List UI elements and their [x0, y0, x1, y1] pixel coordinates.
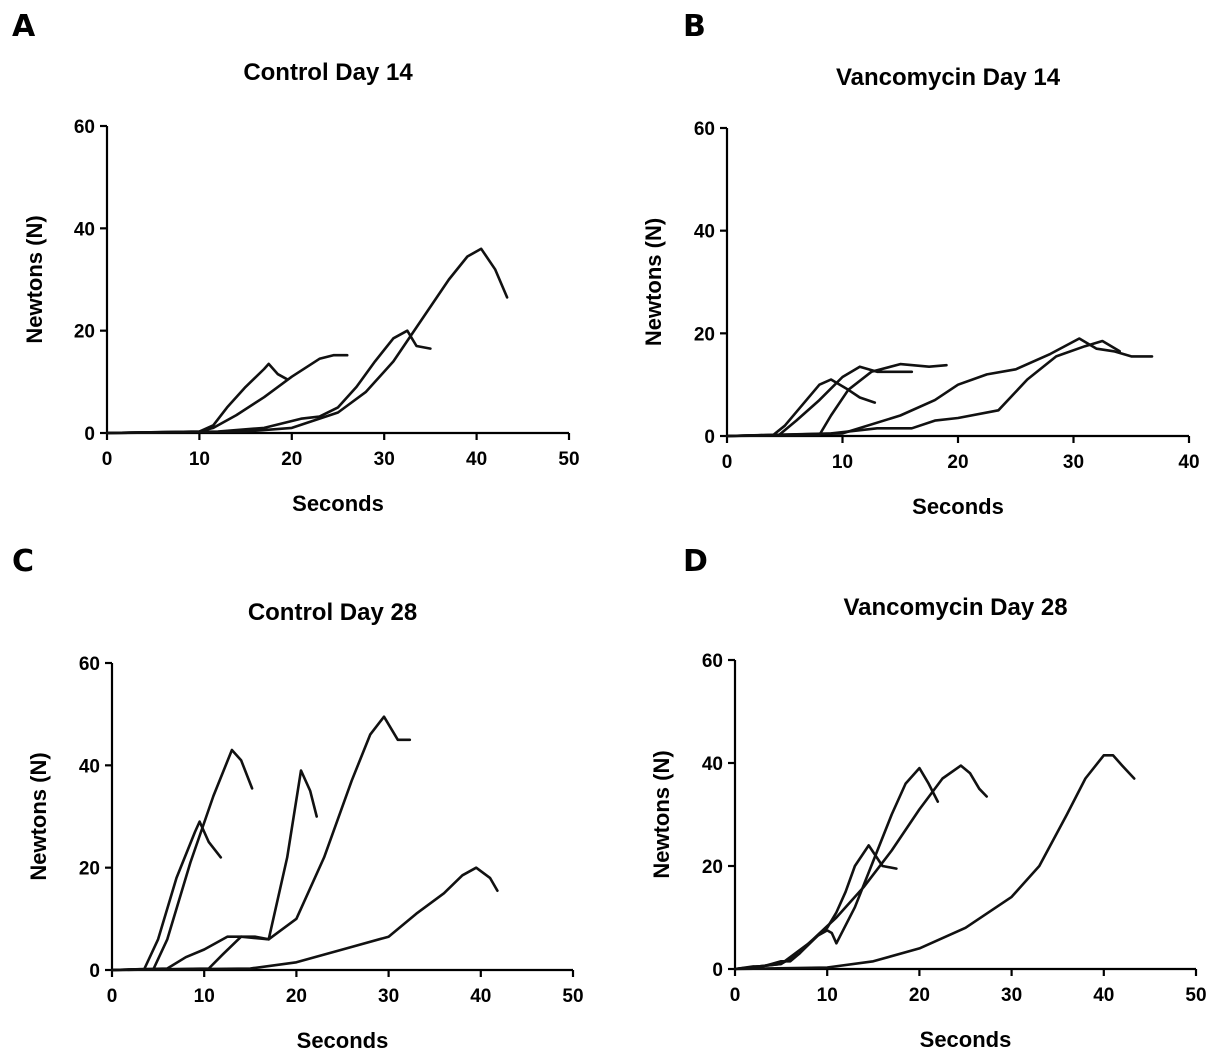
x-tick-label: 0: [730, 985, 741, 1006]
chart-title: Control Day 14: [243, 59, 413, 86]
x-tick-label: 20: [281, 449, 302, 470]
y-tick-label: 60: [74, 117, 95, 138]
series-line-5: [110, 866, 499, 972]
y-tick-label: 20: [79, 859, 100, 880]
y-tick-label: 60: [702, 651, 723, 672]
y-axis-label: Newtons (N): [26, 752, 51, 880]
x-axis-label: Seconds: [912, 494, 1004, 519]
y-tick-label: 20: [694, 324, 715, 345]
x-tick-label: 0: [722, 452, 733, 473]
series-line-3: [105, 329, 432, 435]
y-tick-label: 40: [79, 756, 100, 777]
chart-panel-a: A Control Day 14 0 10 20 30 40 50 0 20 40 60 Seconds…: [12, 9, 580, 516]
x-tick-label: 40: [1178, 452, 1199, 473]
x-tick-label: 10: [817, 985, 838, 1006]
x-tick-label: 30: [1001, 985, 1022, 1006]
series-line-4: [110, 715, 412, 972]
y-tick-label: 40: [74, 219, 95, 240]
series-line-2: [110, 748, 254, 972]
x-tick-label: 0: [107, 986, 118, 1007]
x-tick-label: 10: [189, 449, 210, 470]
series-line-2: [105, 353, 349, 435]
x-tick-label: 40: [466, 449, 487, 470]
y-tick-label: 0: [89, 961, 100, 982]
y-axis-label: Newtons (N): [22, 215, 47, 343]
x-tick-label: 30: [374, 449, 395, 470]
x-tick-label: 20: [286, 986, 307, 1007]
chart-title: Control Day 28: [248, 599, 417, 626]
series-line-3: [733, 764, 988, 971]
x-tick-label: 30: [1063, 452, 1084, 473]
chart-panel-c: C Control Day 28 0 10 20 30 40 50 0 20 40 60 Seconds…: [12, 544, 584, 1053]
y-tick-label: 60: [79, 654, 100, 675]
x-tick-label: 50: [1185, 985, 1206, 1006]
x-tick-label: 0: [102, 449, 113, 470]
panel-letter: C: [12, 544, 34, 579]
series-line-3: [725, 362, 948, 438]
x-tick-label: 50: [562, 986, 583, 1007]
series-line-1: [725, 378, 877, 438]
series-line-4: [105, 247, 509, 435]
panel-letter: D: [683, 544, 708, 579]
y-tick-label: 0: [704, 427, 715, 448]
panel-letter: B: [683, 9, 706, 44]
chart-panel-b: B Vancomycin Day 14 0 10 20 30 40 0 20 40 60 Second…: [641, 9, 1200, 519]
y-tick-label: 20: [702, 857, 723, 878]
x-tick-label: 50: [558, 449, 579, 470]
y-tick-label: 40: [702, 754, 723, 775]
series-line-5: [725, 339, 1121, 438]
x-tick-label: 20: [947, 452, 968, 473]
x-tick-label: 40: [470, 986, 491, 1007]
series-line-4: [725, 337, 1154, 438]
y-tick-label: 40: [694, 222, 715, 243]
x-axis-label: Seconds: [292, 491, 384, 516]
panel-letter: A: [12, 9, 36, 44]
series-line-2: [733, 766, 940, 971]
series-line-2: [725, 365, 914, 438]
x-tick-label: 30: [378, 986, 399, 1007]
y-tick-label: 0: [712, 960, 723, 981]
series-line-3: [110, 769, 318, 972]
series-line-4: [733, 754, 1136, 971]
chart-panel-d: D Vancomycin Day 28 0 10 20 30 40 50 0 20 40 60 Seco…: [649, 544, 1207, 1052]
y-axis-label: Newtons (N): [649, 750, 674, 878]
chart-title: Vancomycin Day 28: [843, 594, 1067, 621]
x-tick-label: 20: [909, 985, 930, 1006]
y-tick-label: 60: [694, 119, 715, 140]
y-tick-label: 0: [84, 424, 95, 445]
x-tick-label: 40: [1093, 985, 1114, 1006]
x-axis-label: Seconds: [297, 1028, 389, 1053]
x-tick-label: 10: [832, 452, 853, 473]
x-tick-label: 10: [194, 986, 215, 1007]
series-line-1: [110, 820, 223, 972]
y-tick-label: 20: [74, 322, 95, 343]
y-axis-label: Newtons (N): [641, 218, 666, 346]
x-axis-label: Seconds: [920, 1027, 1012, 1052]
chart-title: Vancomycin Day 14: [836, 64, 1061, 91]
